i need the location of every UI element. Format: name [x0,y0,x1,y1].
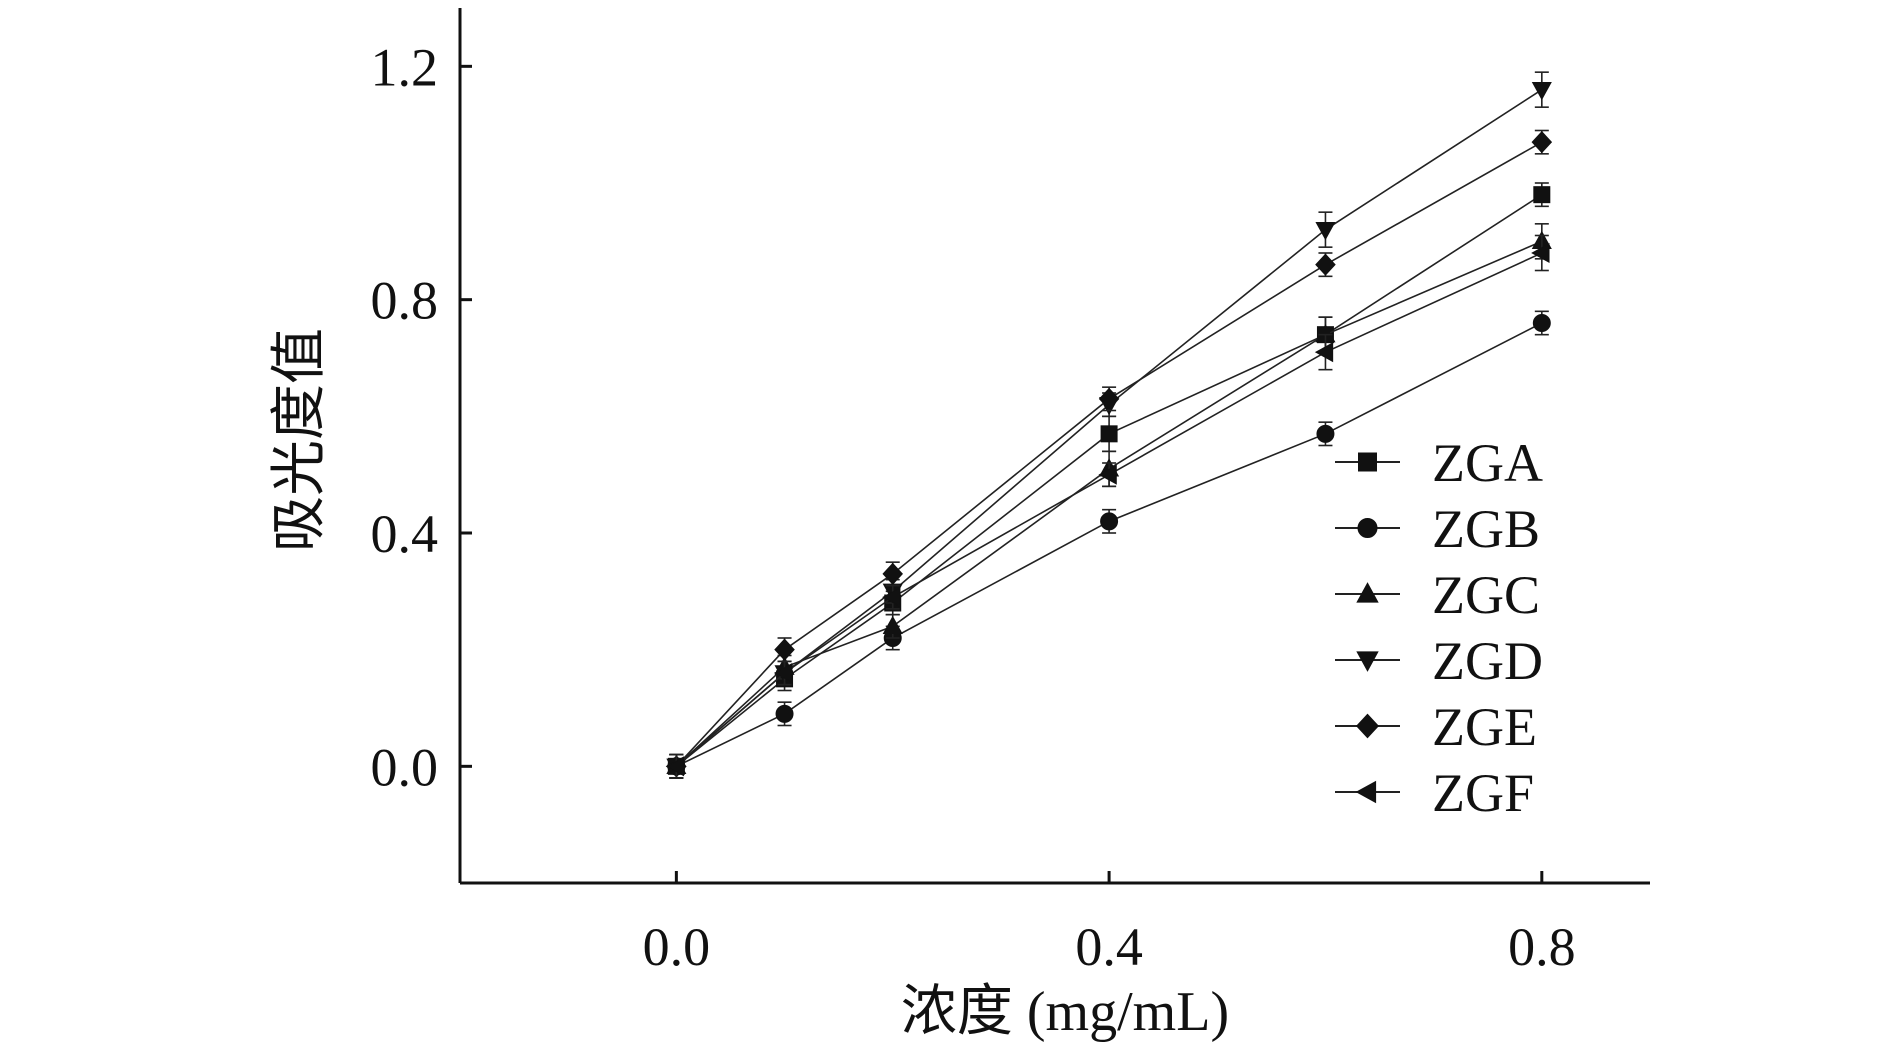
y-tick-label: 1.2 [371,37,439,97]
legend-marker [1356,582,1379,603]
legend-label: ZGF [1432,763,1534,823]
series-ZGF [665,234,1550,779]
series-line [675,193,1543,767]
x-tick-label: 0.8 [1508,917,1576,977]
plot-area [458,8,1650,885]
data-point [1316,424,1335,443]
y-axis-title: 吸光度值 [269,328,331,552]
data-point [773,662,793,684]
data-point [1531,131,1553,154]
x-axis-title: 浓度 (mg/mL) [901,981,1229,1043]
data-point [882,587,901,608]
legend-marker [1357,518,1378,538]
legend-marker [1356,651,1379,672]
legend-label: ZGD [1432,631,1543,691]
y-tick-label: 0.8 [371,271,439,331]
series-line [676,322,1543,768]
legend-marker [1358,452,1377,472]
y-axis-ticks: 0.0 0.4 0.8 1.2 [371,37,472,797]
legend-item-ZGA: ZGA [1335,433,1543,493]
data-point [1533,186,1551,204]
legend-marker [1355,780,1377,804]
data-point [882,562,904,585]
legend-label: ZGA [1432,433,1543,493]
legend-item-ZGB: ZGB [1335,499,1540,559]
series-line [675,252,1543,767]
legend-item-ZGC: ZGC [1335,565,1540,625]
x-tick-label: 0.4 [1075,917,1143,977]
series-line [675,240,1543,767]
legend-label: ZGB [1432,499,1540,559]
data-point [1531,242,1550,264]
y-tick-label: 0.4 [371,504,439,564]
data-point [774,638,795,661]
data-point [1531,81,1552,101]
legend-item-ZGE: ZGE [1335,697,1537,757]
data-point [1098,387,1120,410]
data-point [1314,342,1334,363]
legend-marker [1356,713,1379,739]
data-point [1098,464,1117,485]
x-tick-label: 0.0 [643,917,711,977]
legend-label: ZGE [1432,697,1537,757]
data-point [1100,512,1119,531]
data-point [1315,253,1336,276]
data-point [775,704,794,723]
data-point [1315,221,1336,241]
data-point [665,756,685,777]
legend-item-ZGD: ZGD [1335,631,1543,691]
data-point [1532,314,1551,332]
y-tick-label: 0.0 [371,737,439,797]
series-ZGB [667,310,1551,779]
series-layer [665,71,1553,779]
legend-label: ZGC [1432,565,1540,625]
x-axis-ticks: 0.0 0.4 0.8 [643,871,1576,977]
data-point [882,615,903,635]
data-point [1100,425,1118,443]
legend-item-ZGF: ZGF [1335,763,1534,823]
series-ZGC [666,223,1552,779]
series-line [675,141,1543,767]
